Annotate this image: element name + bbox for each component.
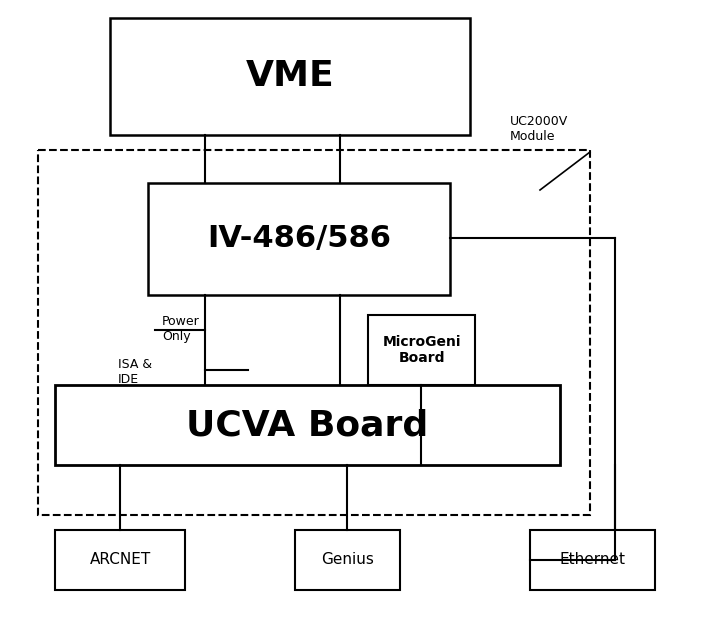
Text: ARCNET: ARCNET [90, 552, 151, 568]
Text: UCVA Board: UCVA Board [186, 408, 429, 442]
Bar [148, 183, 450, 295]
Bar [55, 530, 185, 590]
Bar [368, 315, 475, 385]
Text: Genius: Genius [321, 552, 374, 568]
Bar [110, 18, 470, 135]
Bar [38, 150, 590, 515]
Text: IV-486/586: IV-486/586 [207, 224, 391, 254]
Bar [530, 530, 655, 590]
Text: MicroGeni
Board: MicroGeni Board [382, 335, 461, 365]
Text: UC2000V
Module: UC2000V Module [510, 115, 568, 143]
Bar [55, 385, 560, 465]
Text: ISA &
IDE: ISA & IDE [118, 358, 152, 386]
Bar [295, 530, 400, 590]
Text: Ethernet: Ethernet [560, 552, 625, 568]
Text: Power
Only: Power Only [162, 315, 200, 343]
Text: VME: VME [245, 59, 334, 94]
